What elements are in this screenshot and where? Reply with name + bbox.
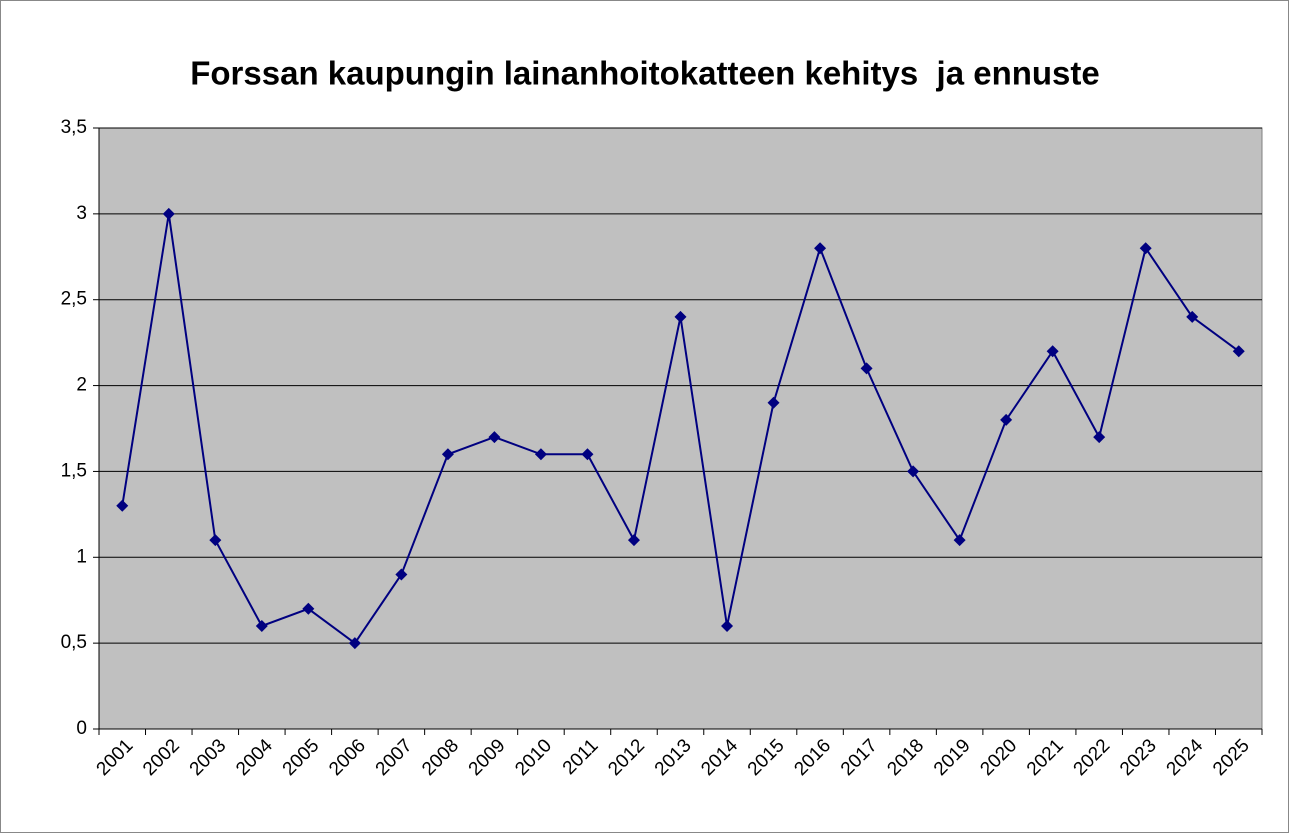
y-tick-label: 0 <box>76 718 87 739</box>
point-marker <box>441 448 454 461</box>
chart-title: Forssan kaupungin lainanhoitokatteen keh… <box>190 55 1100 92</box>
point-marker <box>348 637 361 650</box>
point-marker <box>116 499 129 512</box>
y-tick-label: 1,5 <box>61 460 87 481</box>
point-marker <box>1186 310 1199 323</box>
point-marker <box>814 242 827 255</box>
y-tick-label: 3 <box>76 203 87 224</box>
y-tick-label: 2,5 <box>61 289 87 310</box>
point-marker <box>488 431 501 444</box>
point-marker <box>395 568 408 581</box>
point-marker <box>860 362 873 375</box>
point-marker <box>534 448 547 461</box>
point-marker <box>767 396 780 409</box>
point-marker <box>1139 242 1152 255</box>
point-marker <box>581 448 594 461</box>
point-marker <box>162 207 175 220</box>
point-marker <box>907 465 920 478</box>
y-tick-label: 1 <box>76 546 87 567</box>
point-marker <box>953 534 966 547</box>
plot-area <box>98 127 1263 730</box>
point-marker <box>1000 413 1013 426</box>
point-marker <box>255 619 268 632</box>
point-marker <box>721 619 734 632</box>
point-marker <box>1046 345 1059 358</box>
point-marker <box>1093 431 1106 444</box>
point-marker <box>674 310 687 323</box>
point-marker <box>209 534 222 547</box>
y-tick-label: 3,5 <box>61 117 87 138</box>
y-tick-label: 0,5 <box>61 632 87 653</box>
point-marker <box>627 534 640 547</box>
point-marker <box>302 602 315 615</box>
point-marker <box>1232 345 1245 358</box>
y-tick-label: 2 <box>76 375 87 396</box>
